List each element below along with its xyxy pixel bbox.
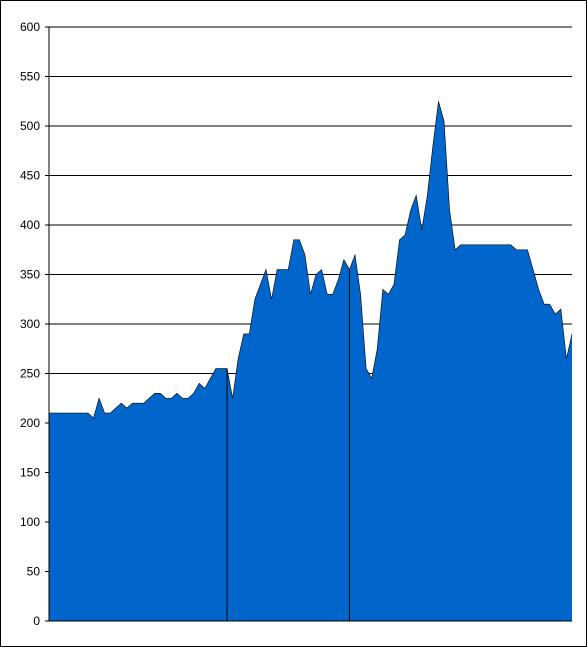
y-tick-label-0: 0: [33, 614, 40, 628]
area-outline: [49, 101, 573, 419]
y-tick-label-50: 50: [27, 565, 41, 579]
data-area: [49, 101, 573, 621]
area-segment-1: [49, 368, 228, 621]
y-tick-label-100: 100: [20, 515, 40, 529]
y-tick-label-400: 400: [20, 218, 40, 232]
y-tick-label-350: 350: [20, 268, 40, 282]
y-tick-label-550: 550: [20, 70, 40, 84]
y-tick-label-150: 150: [20, 466, 40, 480]
y-tick-label-200: 200: [20, 416, 40, 430]
area-segment-3: [349, 101, 572, 621]
y-tick-label-300: 300: [20, 317, 40, 331]
area-segment-2: [227, 239, 350, 621]
y-axis: 0 50 100 150 200 250 300 350 400 450 500 550 600: [20, 20, 572, 628]
y-tick-label-450: 450: [20, 169, 40, 183]
y-tick-label-250: 250: [20, 367, 40, 381]
y-tick-label-500: 500: [20, 119, 40, 133]
y-tick-label-600: 600: [20, 20, 40, 34]
